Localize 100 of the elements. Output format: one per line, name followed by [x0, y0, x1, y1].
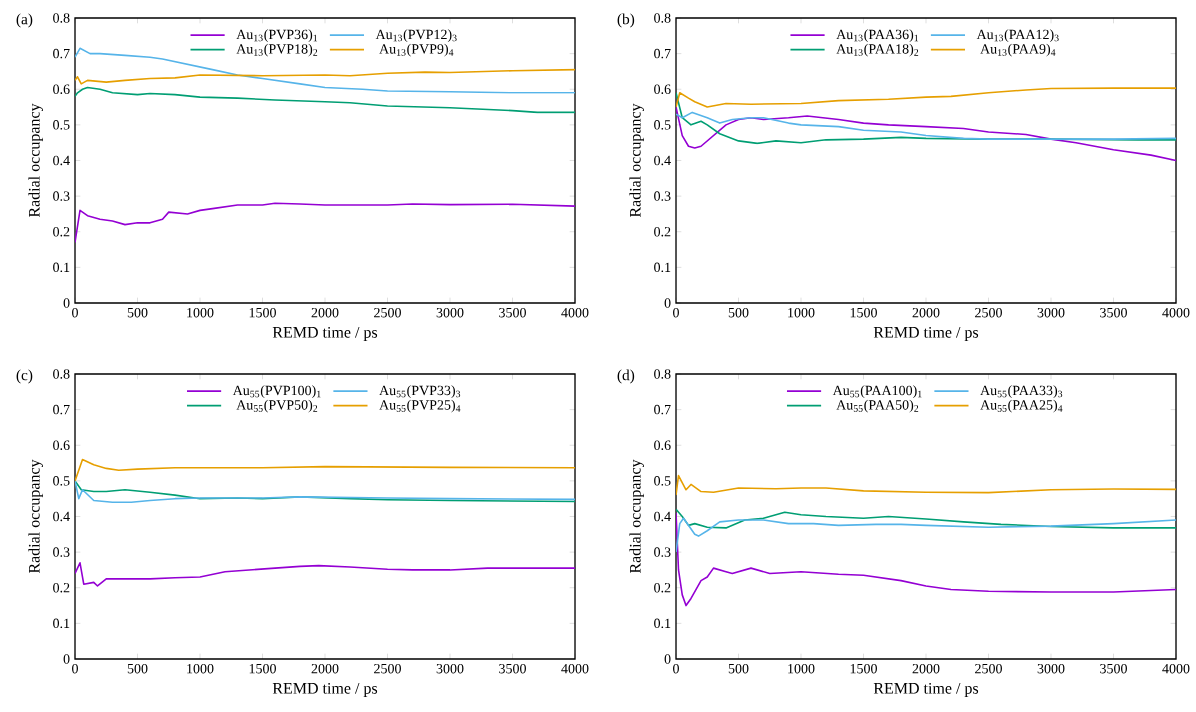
x-tick-label: 2000: [311, 307, 339, 318]
chart-title: (b): [617, 13, 635, 28]
y-tick-label: 0: [63, 654, 70, 664]
x-tick-label: 1000: [788, 307, 815, 318]
x-tick-label: 1000: [187, 663, 214, 674]
x-tick-label: 3500: [1100, 307, 1127, 318]
y-tick-label: 0.3: [654, 191, 671, 201]
x-tick-label: 2000: [311, 663, 339, 674]
x-tick-label: 500: [127, 663, 148, 674]
x-tick-label: 1500: [850, 663, 877, 674]
x-tick-label: 2500: [374, 663, 401, 674]
legend-label: Au$_{55}$(PVP50)$_{2}$: [236, 399, 318, 413]
x-tick-label: 1000: [788, 663, 815, 674]
y-tick-label: 0: [63, 298, 70, 308]
legend-label: Au$_{55}$(PVP33)$_{3}$: [379, 385, 461, 398]
y-tick-label: 0.5: [654, 476, 671, 486]
x-tick-label: 4000: [1162, 663, 1190, 674]
y-axis-title: Radial occupancy: [629, 103, 644, 218]
legend-label: Au$_{13}$(PVP18)$_{2}$: [236, 43, 318, 57]
legend-label: Au$_{13}$(PAA36)$_{1}$: [836, 29, 919, 42]
y-tick-label: 0.2: [53, 582, 70, 593]
y-tick-label: 0.3: [53, 547, 70, 557]
x-tick-label: 4000: [1162, 307, 1190, 318]
y-tick-label: 0.2: [53, 226, 70, 237]
y-tick-label: 0.1: [654, 262, 671, 273]
x-tick-label: 3000: [436, 663, 464, 674]
line-series: [75, 86, 576, 114]
line-series: [676, 474, 1177, 496]
y-tick-label: 0.7: [53, 404, 70, 415]
x-tick-label: 3500: [499, 663, 526, 674]
x-tick-label: 3000: [1037, 307, 1065, 318]
x-tick-label: 1500: [249, 663, 276, 674]
y-tick-label: 0.5: [53, 476, 70, 486]
legend-label: Au$_{55}$(PVP25)$_{4}$: [379, 399, 461, 413]
y-tick-label: 0.2: [654, 582, 671, 593]
line-series: [75, 458, 576, 482]
x-tick-label: 2000: [912, 307, 940, 318]
y-axis-title: Radial occupancy: [629, 459, 644, 574]
y-tick-label: 0.4: [53, 511, 70, 522]
legend-label: Au$_{55}$(PAA100)$_{1}$: [832, 385, 922, 398]
x-tick-label: 1500: [850, 307, 877, 318]
legend-label: Au$_{55}$(PVP100)$_{1}$: [232, 385, 321, 398]
x-axis-title: REMD time / ps: [873, 326, 979, 341]
y-tick-label: 0.6: [654, 440, 671, 450]
y-tick-label: 0.5: [53, 120, 70, 130]
y-tick-label: 0.1: [53, 618, 70, 629]
x-tick-label: 0: [72, 307, 78, 318]
legend-label: Au$_{55}$(PAA50)$_{2}$: [836, 399, 919, 413]
line-series: [75, 68, 576, 85]
y-tick-label: 0.3: [53, 191, 70, 201]
x-tick-label: 1000: [187, 307, 214, 318]
legend-label: Au$_{13}$(PAA9)$_{4}$: [980, 43, 1056, 57]
legend-label: Au$_{13}$(PAA18)$_{2}$: [836, 43, 919, 57]
x-tick-label: 3500: [1100, 663, 1127, 674]
x-tick-label: 0: [72, 663, 78, 674]
x-tick-label: 4000: [561, 307, 589, 318]
y-tick-label: 0.7: [53, 48, 70, 59]
x-tick-label: 2000: [912, 663, 940, 674]
x-tick-label: 2500: [975, 663, 1002, 674]
legend-label: Au$_{13}$(PVP36)$_{1}$: [236, 29, 318, 42]
line-series: [676, 87, 1177, 108]
y-tick-label: 0.6: [654, 84, 671, 94]
y-tick-label: 0: [664, 654, 671, 664]
legend-label: Au$_{13}$(PAA12)$_{3}$: [976, 29, 1059, 42]
x-tick-label: 500: [127, 307, 148, 318]
y-tick-label: 0.6: [53, 440, 70, 450]
x-tick-label: 500: [728, 307, 749, 318]
y-tick-label: 0.2: [654, 226, 671, 237]
y-tick-label: 0.1: [654, 618, 671, 629]
x-tick-label: 2500: [975, 307, 1002, 318]
x-tick-label: 3000: [436, 307, 464, 318]
y-tick-label: 0.4: [53, 155, 70, 166]
x-tick-label: 0: [673, 663, 679, 674]
legend-label: Au$_{55}$(PAA33)$_{3}$: [980, 385, 1063, 398]
line-series: [676, 508, 1177, 529]
x-tick-label: 2500: [374, 307, 401, 318]
y-tick-label: 0.5: [654, 120, 671, 130]
y-tick-label: 0.6: [53, 84, 70, 94]
y-tick-label: 0.8: [654, 13, 671, 23]
x-tick-label: 0: [673, 307, 679, 318]
y-tick-label: 0: [664, 298, 671, 308]
legend-label: Au$_{13}$(PVP9)$_{4}$: [379, 43, 454, 57]
y-axis-title: Radial occupancy: [28, 459, 43, 574]
chart-title: (a): [16, 13, 33, 28]
y-tick-label: 0.3: [654, 547, 671, 557]
y-tick-label: 0.8: [53, 13, 70, 23]
x-tick-label: 1500: [249, 307, 276, 318]
y-tick-label: 0.4: [654, 511, 671, 522]
x-axis-title: REMD time / ps: [873, 682, 979, 697]
y-tick-label: 0.4: [654, 155, 671, 166]
legend-label: Au$_{13}$(PVP12)$_{3}$: [375, 29, 457, 42]
y-axis-title: Radial occupancy: [28, 103, 43, 218]
x-axis-title: REMD time / ps: [272, 326, 378, 341]
x-tick-label: 500: [728, 663, 749, 674]
x-tick-label: 4000: [561, 663, 589, 674]
y-tick-label: 0.7: [654, 404, 671, 415]
y-tick-label: 0.8: [53, 369, 70, 379]
chart-title: (c): [16, 369, 33, 384]
x-tick-label: 3500: [499, 307, 526, 318]
chart-title: (d): [617, 369, 635, 384]
